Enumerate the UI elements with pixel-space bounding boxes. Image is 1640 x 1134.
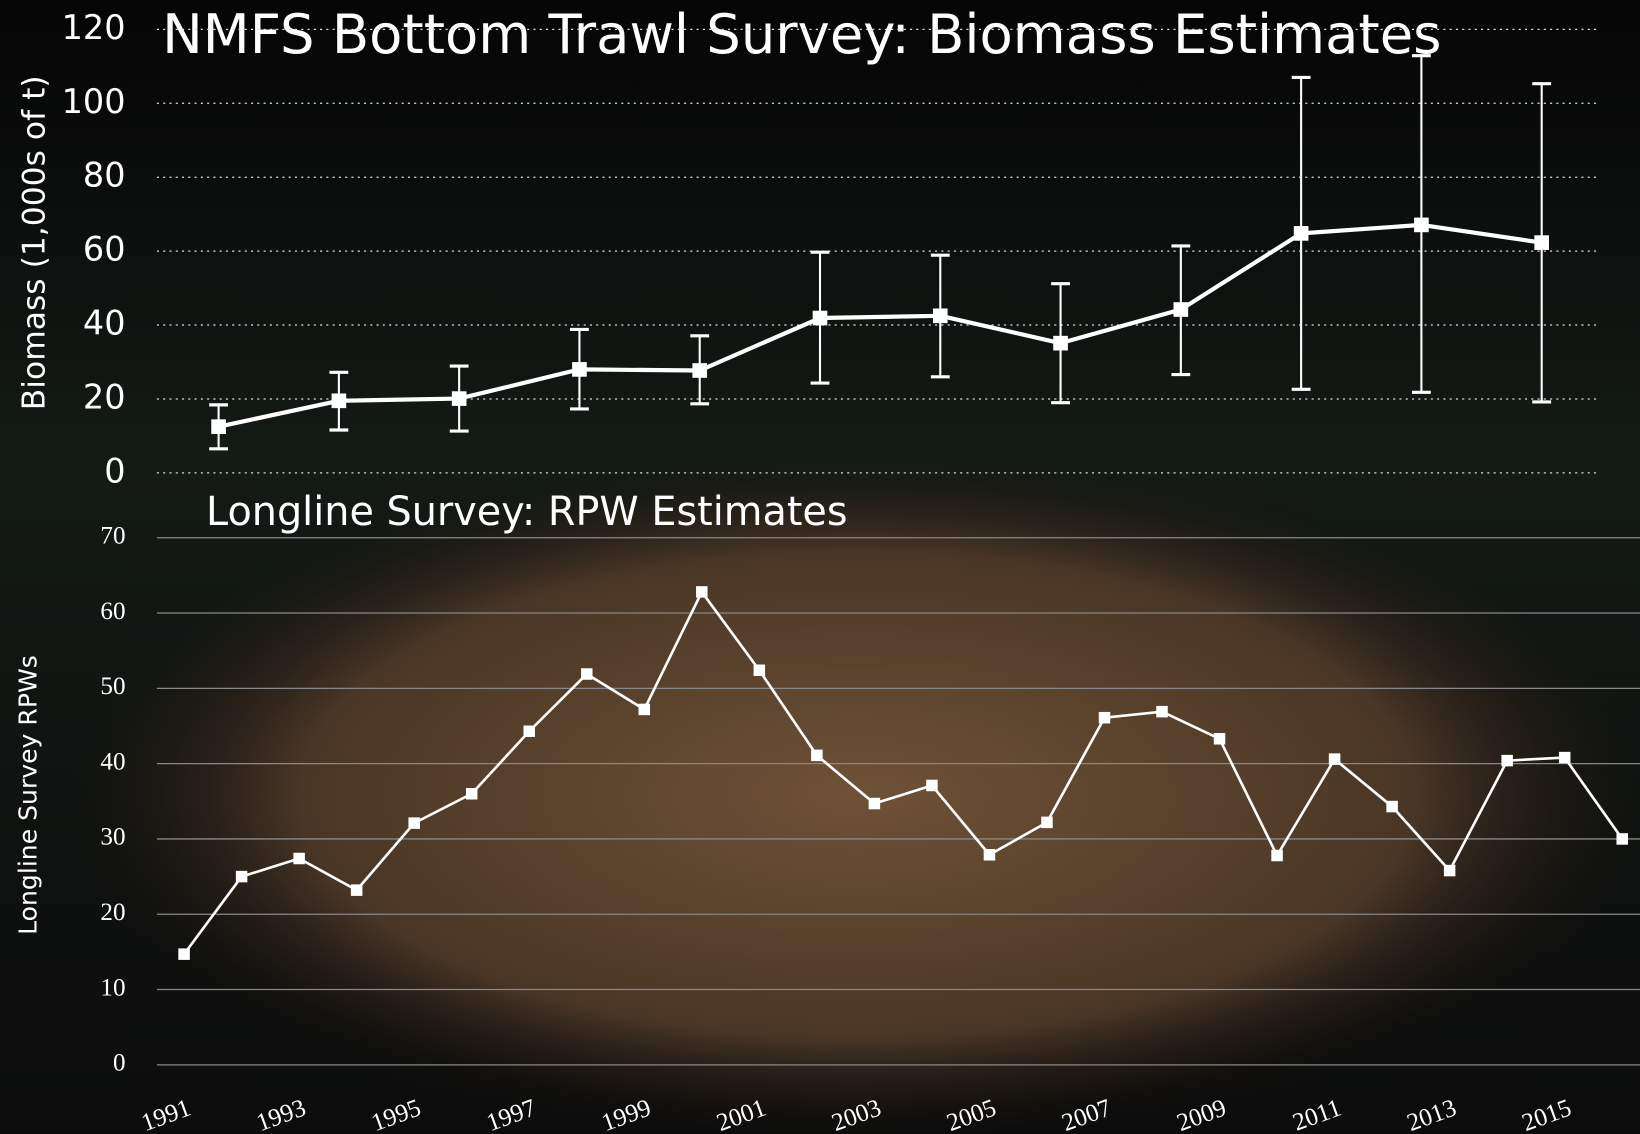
data-point [235,870,248,883]
y-axis-label: Biomass (1,000s of t) [17,75,53,410]
data-point [753,664,766,677]
y-tick-label: 20 [83,377,126,416]
data-point [1053,335,1068,351]
data-point [811,749,823,762]
data-point [211,419,226,434]
data-point [1156,705,1168,718]
y-tick-label: 70 [100,522,125,549]
data-point [1213,733,1226,745]
data-point [523,725,535,738]
chart-title: NMFS Bottom Trawl Survey: Biomass Estima… [162,3,1441,66]
data-point [1558,751,1571,764]
data-point [1501,754,1513,767]
data-point [331,393,347,409]
data-point [178,948,190,960]
data-point [1041,816,1053,829]
data-line [218,222,1542,429]
y-tick-label: 0 [113,1050,126,1077]
data-line [183,590,1624,955]
data-point [638,703,651,716]
y-tick-label: 40 [83,304,126,343]
y-tick-label: 40 [100,748,125,775]
data-point [1386,800,1398,813]
data-point [926,779,938,792]
data-point [581,668,593,680]
data-point [408,817,420,829]
data-point [1328,753,1341,765]
data-point [983,849,996,861]
data-point [868,797,881,810]
y-tick-label: 30 [100,824,125,851]
y-tick-label: 0 [104,451,125,490]
data-point [1293,226,1309,241]
data-point [572,362,587,377]
data-point [1414,217,1429,233]
y-tick-label: 100 [62,82,126,121]
data-point [696,586,708,598]
y-tick-label: 60 [83,230,126,269]
data-point [1443,864,1456,877]
y-tick-label: 20 [100,899,125,926]
data-point [451,391,467,406]
y-tick-label: 120 [62,8,126,47]
data-point [932,308,948,324]
data-point [465,788,478,800]
data-point [812,310,828,326]
data-point [1098,711,1111,724]
data-point [1271,849,1283,862]
y-tick-label: 80 [83,156,126,195]
y-tick-label: 50 [100,673,125,700]
y-tick-label: 10 [100,974,125,1001]
y-tick-label: 60 [100,598,125,625]
data-point [350,884,363,896]
data-point [1534,235,1550,250]
data-point [1173,302,1189,317]
fish-photo [62,449,1640,1134]
data-point [1616,833,1628,845]
chart-title: Longline Survey: RPW Estimates [206,489,848,535]
y-axis-label: Longline Survey RPWs [13,655,42,935]
data-point [692,363,708,378]
data-point [293,852,305,865]
